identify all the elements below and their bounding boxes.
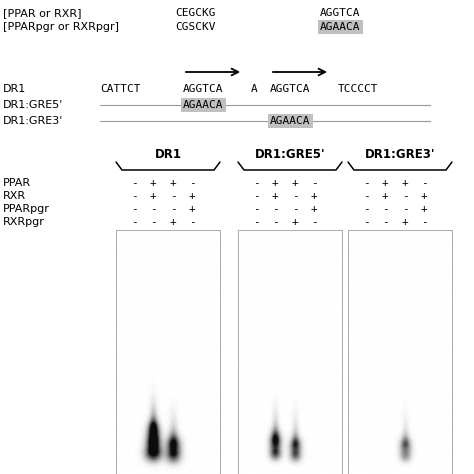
Text: -: -	[272, 217, 278, 227]
Text: -: -	[131, 191, 137, 201]
Text: -: -	[292, 204, 298, 214]
Text: +: +	[382, 191, 388, 201]
Text: -: -	[382, 217, 388, 227]
Text: -: -	[170, 204, 176, 214]
Text: -: -	[382, 204, 388, 214]
Text: [PPARpgr or RXRpgr]: [PPARpgr or RXRpgr]	[3, 22, 119, 32]
Text: -: -	[363, 204, 369, 214]
Text: -: -	[150, 217, 156, 227]
Text: AGGTCA: AGGTCA	[270, 84, 310, 94]
Text: -: -	[253, 178, 259, 188]
Text: [PPAR or RXR]: [PPAR or RXR]	[3, 8, 82, 18]
Text: -: -	[420, 217, 428, 227]
Text: -: -	[292, 191, 298, 201]
Text: PPARpgr: PPARpgr	[3, 204, 50, 214]
Text: PPAR: PPAR	[3, 178, 31, 188]
Text: +: +	[170, 178, 176, 188]
Text: +: +	[292, 217, 298, 227]
Text: +: +	[189, 204, 195, 214]
Text: -: -	[310, 217, 318, 227]
Text: AGAACA: AGAACA	[320, 22, 361, 32]
Text: +: +	[310, 191, 318, 201]
Text: -: -	[170, 191, 176, 201]
Bar	[348, 230, 452, 474]
Text: +: +	[310, 204, 318, 214]
Text: +: +	[292, 178, 298, 188]
Text: +: +	[420, 204, 428, 214]
Text: RXRpgr: RXRpgr	[3, 217, 45, 227]
Text: DR1:GRE3': DR1:GRE3'	[3, 116, 64, 126]
Text: +: +	[382, 178, 388, 188]
Text: -: -	[401, 204, 409, 214]
Text: -: -	[272, 204, 278, 214]
Text: AGGTCA: AGGTCA	[183, 84, 224, 94]
Text: +: +	[272, 191, 278, 201]
Text: -: -	[363, 191, 369, 201]
Text: +: +	[420, 191, 428, 201]
Text: -: -	[253, 191, 259, 201]
Text: -: -	[189, 178, 195, 188]
Text: -: -	[310, 178, 318, 188]
Text: +: +	[150, 178, 156, 188]
Text: CEGCKG: CEGCKG	[175, 8, 216, 18]
Text: -: -	[401, 191, 409, 201]
Text: -: -	[150, 204, 156, 214]
Text: +: +	[189, 191, 195, 201]
Text: -: -	[189, 217, 195, 227]
Text: TCCCCT: TCCCCT	[338, 84, 379, 94]
Text: -: -	[253, 217, 259, 227]
Text: -: -	[131, 217, 137, 227]
Text: -: -	[131, 204, 137, 214]
Text: A: A	[251, 84, 258, 94]
Text: DR1:GRE3': DR1:GRE3'	[365, 148, 435, 161]
Text: AGGTCA: AGGTCA	[320, 8, 361, 18]
Text: +: +	[401, 217, 409, 227]
Text: -: -	[363, 178, 369, 188]
Text: CATTCT: CATTCT	[100, 84, 140, 94]
Text: AGAACA: AGAACA	[183, 100, 224, 110]
Text: -: -	[363, 217, 369, 227]
Bar	[116, 230, 220, 474]
Text: -: -	[420, 178, 428, 188]
Text: +: +	[272, 178, 278, 188]
Text: +: +	[150, 191, 156, 201]
Text: -: -	[253, 204, 259, 214]
Text: CGSCKV: CGSCKV	[175, 22, 216, 32]
Text: DR1:GRE5': DR1:GRE5'	[3, 100, 64, 110]
Text: DR1: DR1	[155, 148, 182, 161]
Text: -: -	[131, 178, 137, 188]
Text: +: +	[170, 217, 176, 227]
Text: DR1:GRE5': DR1:GRE5'	[255, 148, 325, 161]
Text: +: +	[401, 178, 409, 188]
Text: DR1: DR1	[3, 84, 26, 94]
Text: RXR: RXR	[3, 191, 26, 201]
Text: AGAACA: AGAACA	[270, 116, 310, 126]
Bar	[238, 230, 342, 474]
